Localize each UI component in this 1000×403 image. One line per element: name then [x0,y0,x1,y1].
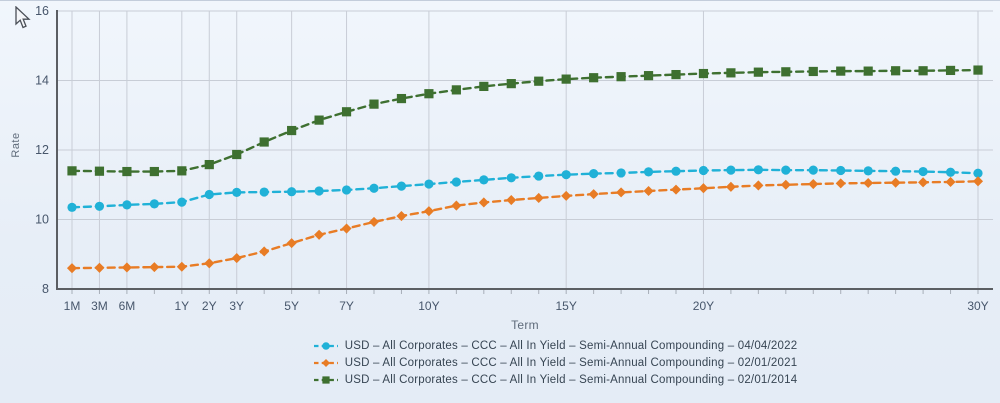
legend-marker-circle-icon [313,341,338,350]
y-axis-title: Rate [10,132,22,158]
x-axis-title: Term [511,318,539,332]
legend: USD – All Corporates – CCC – All In Yiel… [0,337,1000,388]
legend-marker-square-icon [313,375,338,384]
svg-text:14: 14 [35,74,49,88]
legend-label: USD – All Corporates – CCC – All In Yiel… [344,356,798,369]
svg-text:6M: 6M [119,299,136,313]
svg-text:16: 16 [35,4,49,18]
legend-label: USD – All Corporates – CCC – All In Yiel… [344,373,798,386]
svg-text:3Y: 3Y [229,299,244,313]
svg-text:10: 10 [35,213,49,227]
legend-label: USD – All Corporates – CCC – All In Yiel… [344,339,798,352]
svg-text:1Y: 1Y [174,299,189,313]
svg-text:2Y: 2Y [202,299,217,313]
svg-text:20Y: 20Y [693,299,714,313]
svg-text:1M: 1M [64,299,81,313]
legend-item-2014[interactable]: USD – All Corporates – CCC – All In Yiel… [313,371,798,388]
svg-text:5Y: 5Y [284,299,299,313]
svg-text:12: 12 [35,143,49,157]
svg-text:15Y: 15Y [556,299,577,313]
svg-text:10Y: 10Y [418,299,439,313]
svg-text:30Y: 30Y [967,299,988,313]
svg-text:7Y: 7Y [339,299,354,313]
mouse-cursor-icon [15,6,31,29]
legend-item-2022[interactable]: USD – All Corporates – CCC – All In Yiel… [313,337,798,354]
plot-area: 8 10 12 14 16 1M 3M 6M 1Y 2Y 3Y 5Y 7Y 10Y 15Y 20Y 30Y [35,4,993,313]
legend-item-2021[interactable]: USD – All Corporates – CCC – All In Yiel… [313,354,798,371]
svg-text:8: 8 [42,282,49,296]
svg-text:3M: 3M [91,299,108,313]
legend-marker-diamond-icon [313,358,338,367]
